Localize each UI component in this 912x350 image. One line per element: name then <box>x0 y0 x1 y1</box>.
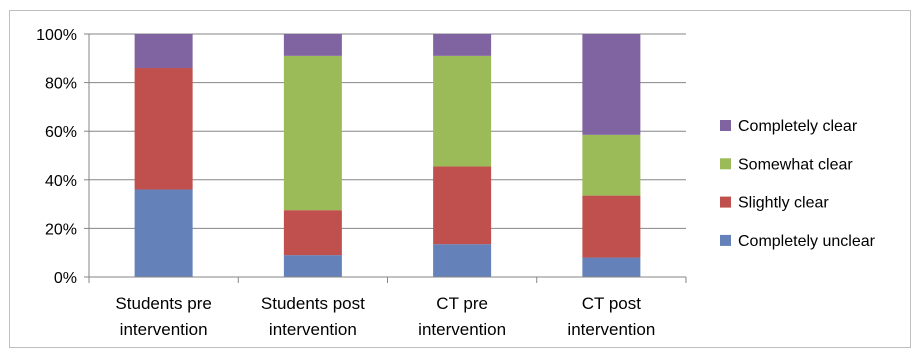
bar-segment <box>582 195 641 258</box>
legend: Completely clear Somewhat clear Slightly c… <box>720 118 876 250</box>
legend-swatch <box>720 196 731 208</box>
y-tick-label: 40% <box>45 173 77 190</box>
y-tick-label: 0% <box>54 270 77 287</box>
legend-label: Completely clear <box>738 118 858 135</box>
x-category-label: CT pre intervention <box>418 294 506 339</box>
legend-label: Slightly clear <box>738 195 829 212</box>
y-tick-label: 80% <box>45 76 77 93</box>
legend-swatch <box>720 120 731 131</box>
bar-segment <box>433 55 492 167</box>
y-tick-labels: 0% 20% 40% 60% 80% 100% <box>36 27 77 287</box>
bar-segment <box>134 34 193 69</box>
y-tick-label: 60% <box>45 124 77 141</box>
bar-segment <box>283 34 342 56</box>
bar-segment <box>433 166 492 245</box>
legend-swatch <box>720 158 731 170</box>
bar-segment <box>283 55 342 211</box>
x-category-labels: Students pre intervention Students post int… <box>115 294 655 339</box>
bar-segment <box>433 34 492 56</box>
x-category-label: Students post intervention <box>261 294 365 339</box>
bar-segment <box>582 34 641 135</box>
legend-swatch <box>720 234 731 246</box>
x-category-label: CT post intervention <box>567 294 655 339</box>
y-tick-label: 100% <box>36 27 77 44</box>
legend-label: Completely unclear <box>738 233 876 250</box>
axes <box>88 34 687 283</box>
bar-segment <box>433 244 492 277</box>
bar-segment <box>283 210 342 256</box>
bar-segment <box>582 257 641 277</box>
bar-segment <box>134 189 193 277</box>
bar-segment <box>283 255 342 277</box>
bar-segment <box>134 68 193 190</box>
y-tick-label: 20% <box>45 221 77 238</box>
bar-segment <box>582 134 641 196</box>
bar-segments <box>134 34 641 277</box>
legend-label: Somewhat clear <box>738 156 853 173</box>
x-category-label: Students pre intervention <box>115 294 211 339</box>
